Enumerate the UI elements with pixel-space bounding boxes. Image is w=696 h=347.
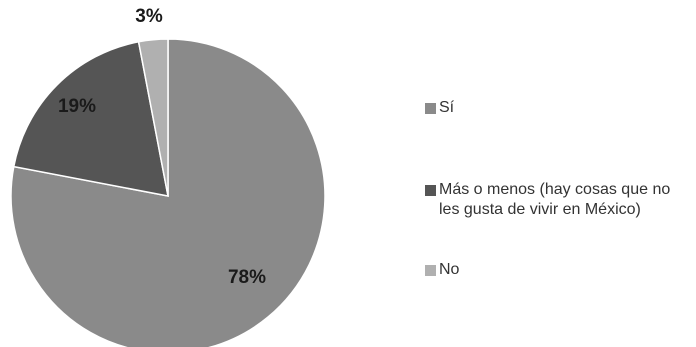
legend-swatch-mas-o-menos (425, 185, 436, 196)
data-label-no: 3% (135, 6, 163, 27)
legend-label-no: No (439, 261, 460, 278)
legend-swatch-no (425, 265, 436, 276)
pie-data-labels: 78% 19% 3% (58, 6, 266, 288)
legend-label-si: Sí (439, 99, 455, 116)
data-label-mas-o-menos: 19% (58, 96, 96, 117)
pie-slice-mas-o-menos (12, 40, 169, 197)
data-label-si: 78% (228, 267, 266, 288)
legend: Sí Más o menos (hay cosas que no les gus… (425, 0, 696, 347)
legend-item-no: No (425, 260, 691, 280)
pie-chart: 78% 19% 3% (10, 6, 326, 347)
legend-swatch-si (425, 103, 436, 114)
legend-label-mas-o-menos: Más o menos (hay cosas que no les gusta … (439, 181, 671, 218)
pie-slice-si (10, 38, 326, 347)
pie-slices (10, 38, 326, 347)
legend-item-mas-o-menos: Más o menos (hay cosas que no les gusta … (425, 180, 691, 220)
legend-item-si: Sí (425, 98, 691, 118)
pie-slice-no (137, 38, 169, 197)
